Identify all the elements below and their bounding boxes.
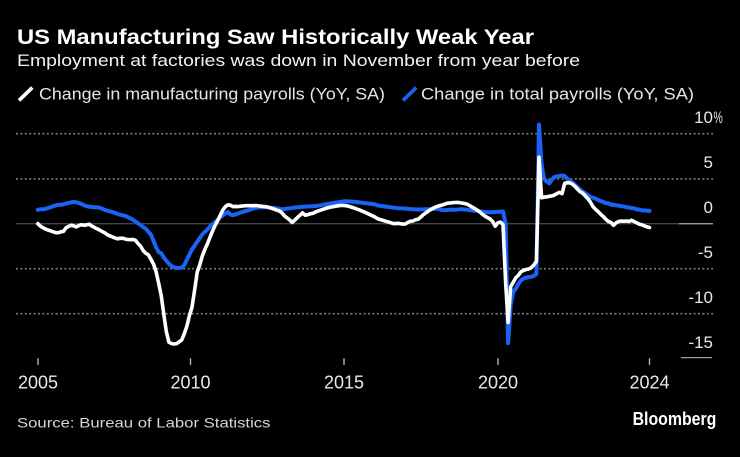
svg-text:Source: Bureau of Labor Statis: Source: Bureau of Labor Statistics bbox=[17, 415, 271, 431]
svg-text:%: % bbox=[714, 108, 723, 127]
svg-text:2005: 2005 bbox=[18, 373, 58, 393]
svg-text:2020: 2020 bbox=[478, 373, 518, 393]
svg-text:0: 0 bbox=[704, 198, 713, 217]
svg-text:2024: 2024 bbox=[629, 373, 669, 393]
svg-text:Bloomberg: Bloomberg bbox=[633, 409, 717, 429]
svg-text:-5: -5 bbox=[698, 243, 713, 262]
svg-text:5: 5 bbox=[704, 153, 713, 172]
svg-text:2015: 2015 bbox=[324, 373, 364, 393]
svg-text:Change in total payrolls (YoY,: Change in total payrolls (YoY, SA) bbox=[421, 86, 694, 104]
svg-text:Change in manufacturing payrol: Change in manufacturing payrolls (YoY, S… bbox=[39, 86, 385, 104]
svg-text:2010: 2010 bbox=[170, 373, 210, 393]
svg-text:US Manufacturing Saw Historica: US Manufacturing Saw Historically Weak Y… bbox=[17, 26, 534, 49]
svg-text:Employment at factories was do: Employment at factories was down in Nove… bbox=[17, 51, 580, 70]
svg-text:10: 10 bbox=[694, 108, 713, 127]
svg-text:-10: -10 bbox=[688, 288, 713, 307]
svg-text:-15: -15 bbox=[688, 333, 713, 352]
